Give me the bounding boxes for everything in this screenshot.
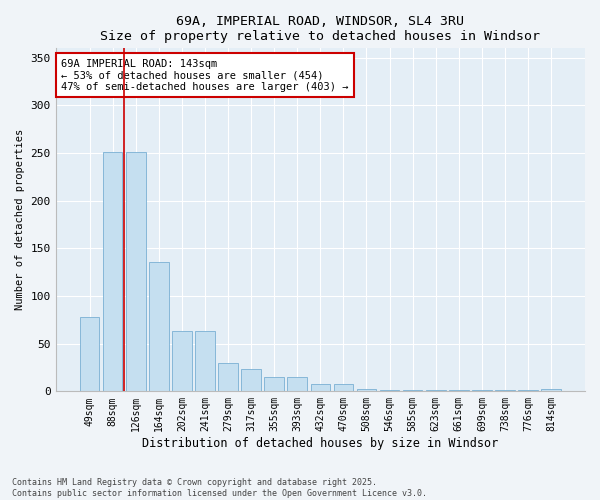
Bar — [265, 377, 284, 392]
Bar — [287, 377, 307, 392]
Y-axis label: Number of detached properties: Number of detached properties — [15, 129, 25, 310]
Bar — [311, 384, 330, 392]
Bar — [241, 370, 261, 392]
X-axis label: Distribution of detached houses by size in Windsor: Distribution of detached houses by size … — [142, 437, 499, 450]
Bar — [518, 390, 538, 392]
Bar — [472, 390, 492, 392]
Text: 69A IMPERIAL ROAD: 143sqm
← 53% of detached houses are smaller (454)
47% of semi: 69A IMPERIAL ROAD: 143sqm ← 53% of detac… — [61, 58, 349, 92]
Bar — [334, 384, 353, 392]
Bar — [195, 332, 215, 392]
Bar — [403, 390, 422, 392]
Bar — [103, 152, 122, 392]
Bar — [426, 390, 446, 392]
Bar — [149, 262, 169, 392]
Title: 69A, IMPERIAL ROAD, WINDSOR, SL4 3RU
Size of property relative to detached house: 69A, IMPERIAL ROAD, WINDSOR, SL4 3RU Siz… — [100, 15, 541, 43]
Bar — [172, 332, 191, 392]
Bar — [495, 390, 515, 392]
Bar — [449, 390, 469, 392]
Bar — [218, 362, 238, 392]
Bar — [356, 390, 376, 392]
Bar — [380, 390, 400, 392]
Bar — [126, 152, 146, 392]
Text: Contains HM Land Registry data © Crown copyright and database right 2025.
Contai: Contains HM Land Registry data © Crown c… — [12, 478, 427, 498]
Bar — [541, 390, 561, 392]
Bar — [80, 317, 100, 392]
